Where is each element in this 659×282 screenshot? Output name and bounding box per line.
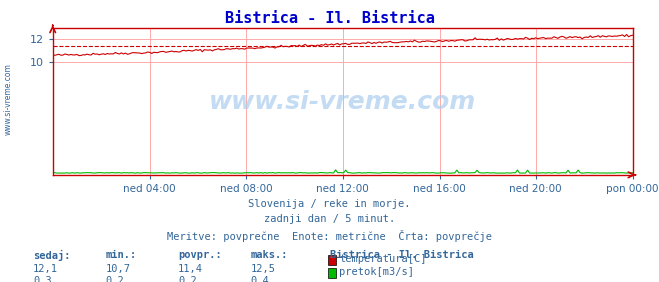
Text: Meritve: povprečne  Enote: metrične  Črta: povprečje: Meritve: povprečne Enote: metrične Črta:… bbox=[167, 230, 492, 242]
Text: 12,1: 12,1 bbox=[33, 264, 58, 274]
Text: temperatura[C]: temperatura[C] bbox=[339, 254, 427, 265]
Text: 10,7: 10,7 bbox=[105, 264, 130, 274]
Text: Bistrica - Il. Bistrica: Bistrica - Il. Bistrica bbox=[225, 11, 434, 26]
Text: Bistrica - Il. Bistrica: Bistrica - Il. Bistrica bbox=[330, 250, 473, 259]
Text: 0,4: 0,4 bbox=[250, 276, 269, 282]
Text: www.si-vreme.com: www.si-vreme.com bbox=[3, 63, 13, 135]
Text: www.si-vreme.com: www.si-vreme.com bbox=[209, 89, 476, 114]
Text: 0,2: 0,2 bbox=[105, 276, 124, 282]
Text: maks.:: maks.: bbox=[250, 250, 288, 259]
Text: 0,3: 0,3 bbox=[33, 276, 51, 282]
Text: sedaj:: sedaj: bbox=[33, 250, 71, 261]
Text: min.:: min.: bbox=[105, 250, 136, 259]
Text: Slovenija / reke in morje.: Slovenija / reke in morje. bbox=[248, 199, 411, 209]
Text: 0,2: 0,2 bbox=[178, 276, 196, 282]
Text: povpr.:: povpr.: bbox=[178, 250, 221, 259]
Text: zadnji dan / 5 minut.: zadnji dan / 5 minut. bbox=[264, 214, 395, 224]
Text: 12,5: 12,5 bbox=[250, 264, 275, 274]
Text: 11,4: 11,4 bbox=[178, 264, 203, 274]
Text: pretok[m3/s]: pretok[m3/s] bbox=[339, 267, 415, 277]
